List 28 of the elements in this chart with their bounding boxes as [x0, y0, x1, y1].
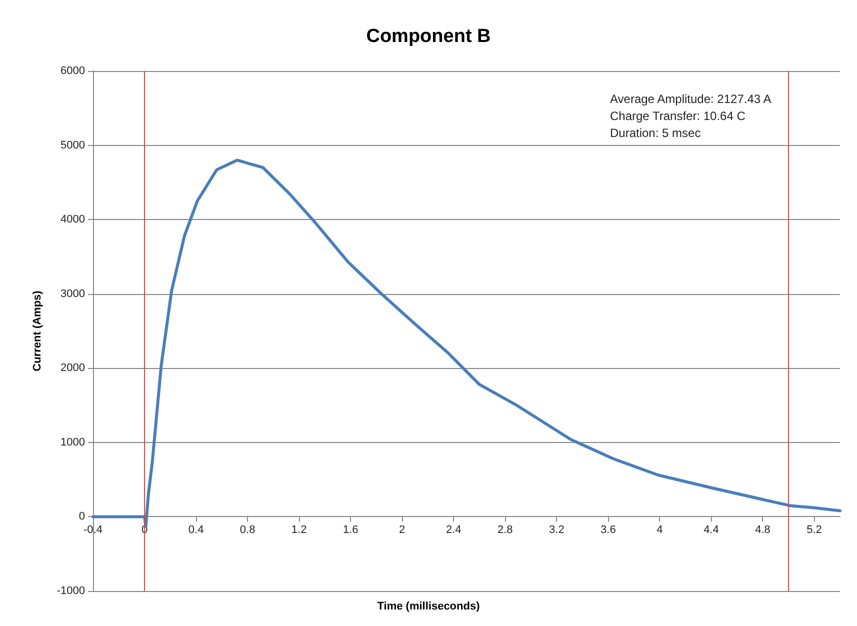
- x-tick-label: 4.4: [704, 524, 719, 536]
- x-tick-label: 4.8: [755, 524, 770, 536]
- x-tick-label: 3.6: [600, 524, 616, 536]
- annotation: Charge Transfer: 10.64 C: [610, 109, 746, 123]
- x-tick-label: 1.6: [342, 524, 358, 536]
- x-axis-title: Time (milliseconds): [377, 600, 480, 612]
- x-tick-label: 4: [656, 524, 663, 536]
- y-tick-label: 3000: [60, 288, 85, 300]
- x-tick-label: 1.2: [291, 524, 307, 536]
- x-tick-label: 2: [399, 524, 406, 536]
- y-tick-label: -1000: [56, 585, 85, 597]
- x-tick-label: 2.4: [446, 524, 462, 536]
- x-tick-label: 2.8: [497, 524, 513, 536]
- y-tick-label: 4000: [60, 214, 85, 226]
- y-tick-label: 2000: [60, 362, 85, 374]
- x-tick-label: -0.4: [84, 524, 102, 536]
- y-axis-title: Current (Amps): [32, 290, 44, 372]
- x-tick-label: 5.2: [806, 524, 822, 536]
- annotation: Duration: 5 msec: [610, 126, 701, 140]
- y-tick-label: 6000: [60, 65, 85, 77]
- y-tick-label: 5000: [60, 139, 85, 152]
- x-tick-label: 3.2: [549, 524, 564, 536]
- x-tick-label: 0.8: [240, 524, 256, 536]
- x-tick-label: 0.4: [188, 524, 204, 536]
- y-tick-label: 1000: [60, 436, 85, 448]
- annotation: Average Amplitude: 2127.43 A: [610, 92, 772, 106]
- chart-title: Component B: [366, 26, 491, 47]
- y-tick-label: 0: [78, 510, 85, 523]
